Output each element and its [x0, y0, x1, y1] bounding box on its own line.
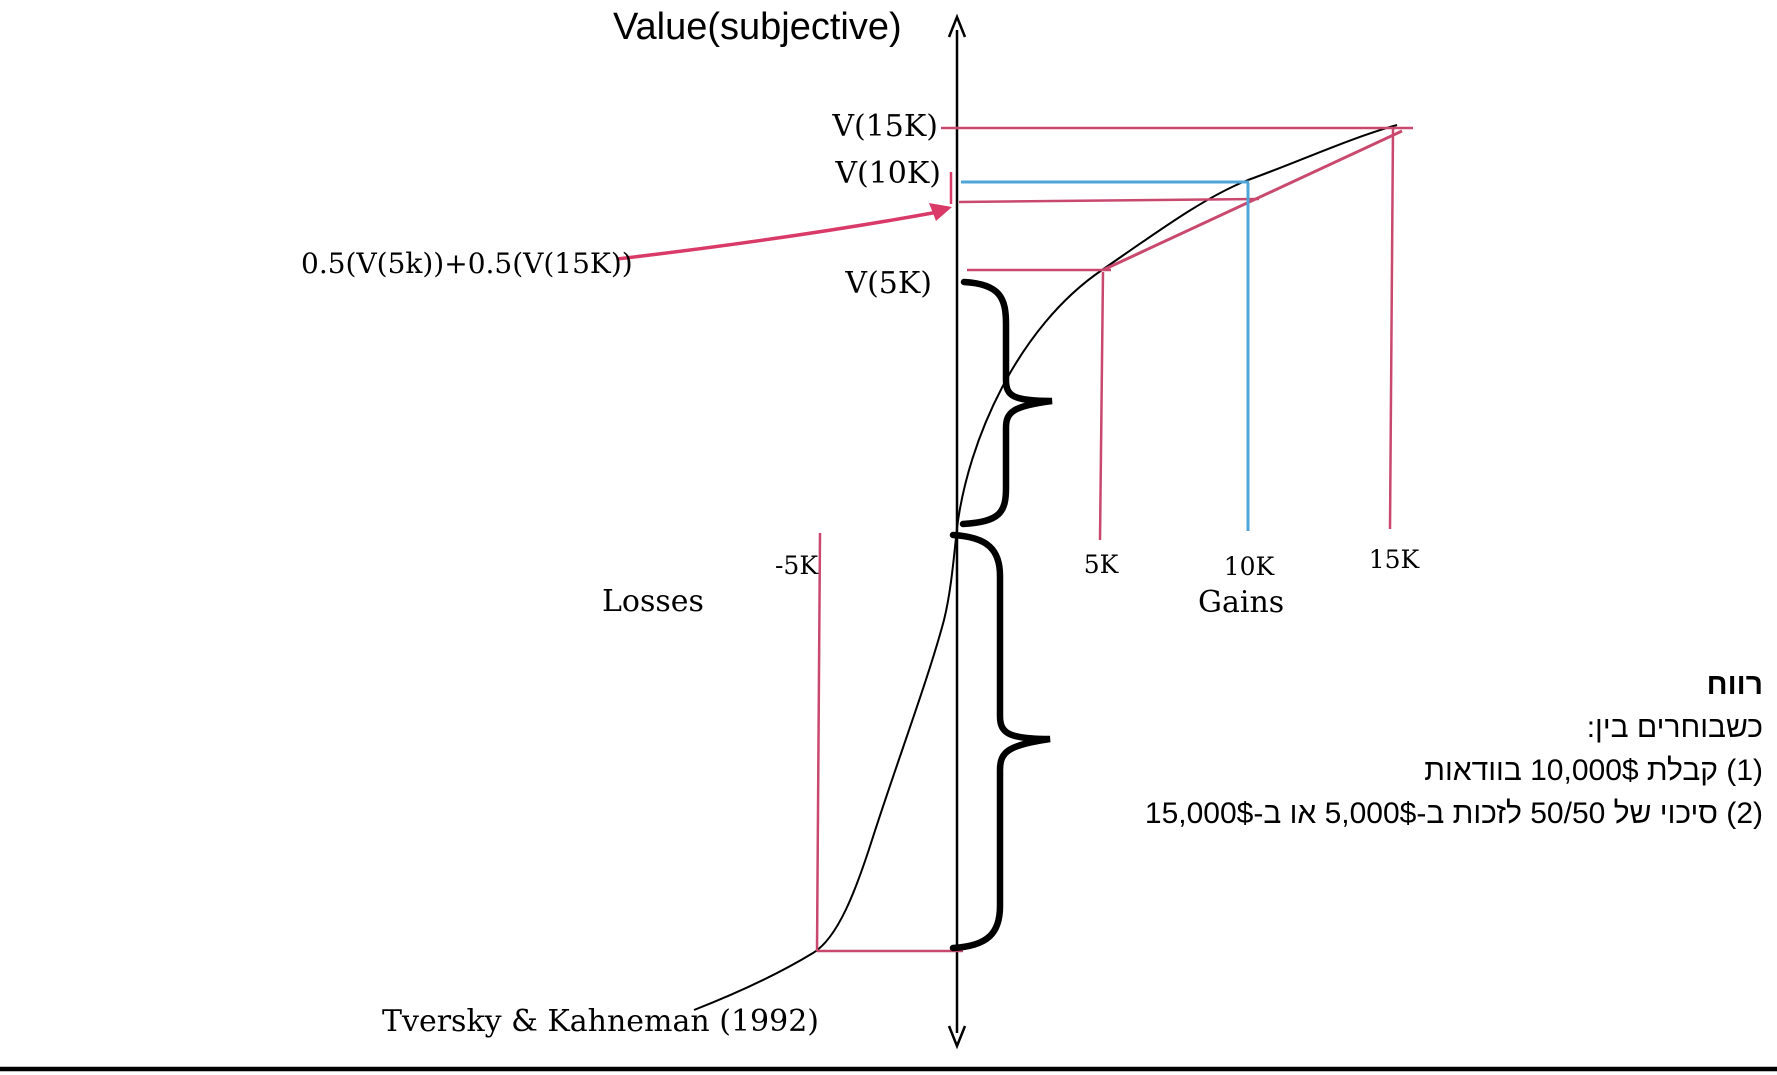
v15k-label: V(15K)	[832, 109, 938, 144]
formula-arrowhead-icon	[929, 203, 952, 221]
attribution-text: Tversky & Kahneman (1992)	[382, 1004, 819, 1039]
x-tick-10k: 10K	[1223, 552, 1275, 581]
drop-line-5k	[1098, 271, 1105, 541]
losses-label: Losses	[602, 584, 704, 619]
loss-segment-brace	[949, 531, 1051, 952]
hebrew-note-line-option2: (2) סיכוי של 50/50 לזכות ב-5,000$ או ב-1…	[1144, 797, 1763, 830]
gain-segment-brace	[959, 278, 1053, 528]
v5k-label: V(5K)	[845, 266, 932, 301]
y-axis-arrow-down-icon	[947, 1025, 967, 1050]
hebrew-note-line-choose: כשבוחרים בין:	[1586, 711, 1763, 744]
y-axis-arrow-up-icon	[947, 13, 967, 38]
v10k-label: V(10K)	[835, 156, 941, 191]
hebrew-note-line-option1: (1) קבלת 10,000$ בוודאות	[1424, 754, 1763, 787]
drop-line-minus5k	[815, 532, 822, 952]
value-function-curve	[693, 124, 1398, 1011]
hebrew-note-heading: רווח	[1706, 668, 1763, 701]
hebrew-note-block: רווח כשבוחרים בין: (1) קבלת 10,000$ בווד…	[1145, 663, 1763, 835]
gains-label: Gains	[1198, 585, 1285, 620]
x-tick-5k: 5K	[1083, 550, 1119, 579]
gamble-formula-label: 0.5(V(5k))+0.5(V(15K))	[301, 247, 633, 280]
gamble-average-level-line	[958, 197, 1260, 204]
x-tick-minus5k: -5K	[774, 551, 818, 580]
drop-line-15k	[1388, 128, 1395, 530]
gamble-chord-line	[1102, 129, 1403, 272]
x-tick-15k: 15K	[1368, 545, 1420, 574]
chart-title: Value(subjective)	[613, 6, 902, 48]
formula-arrow-shaft	[616, 210, 939, 261]
